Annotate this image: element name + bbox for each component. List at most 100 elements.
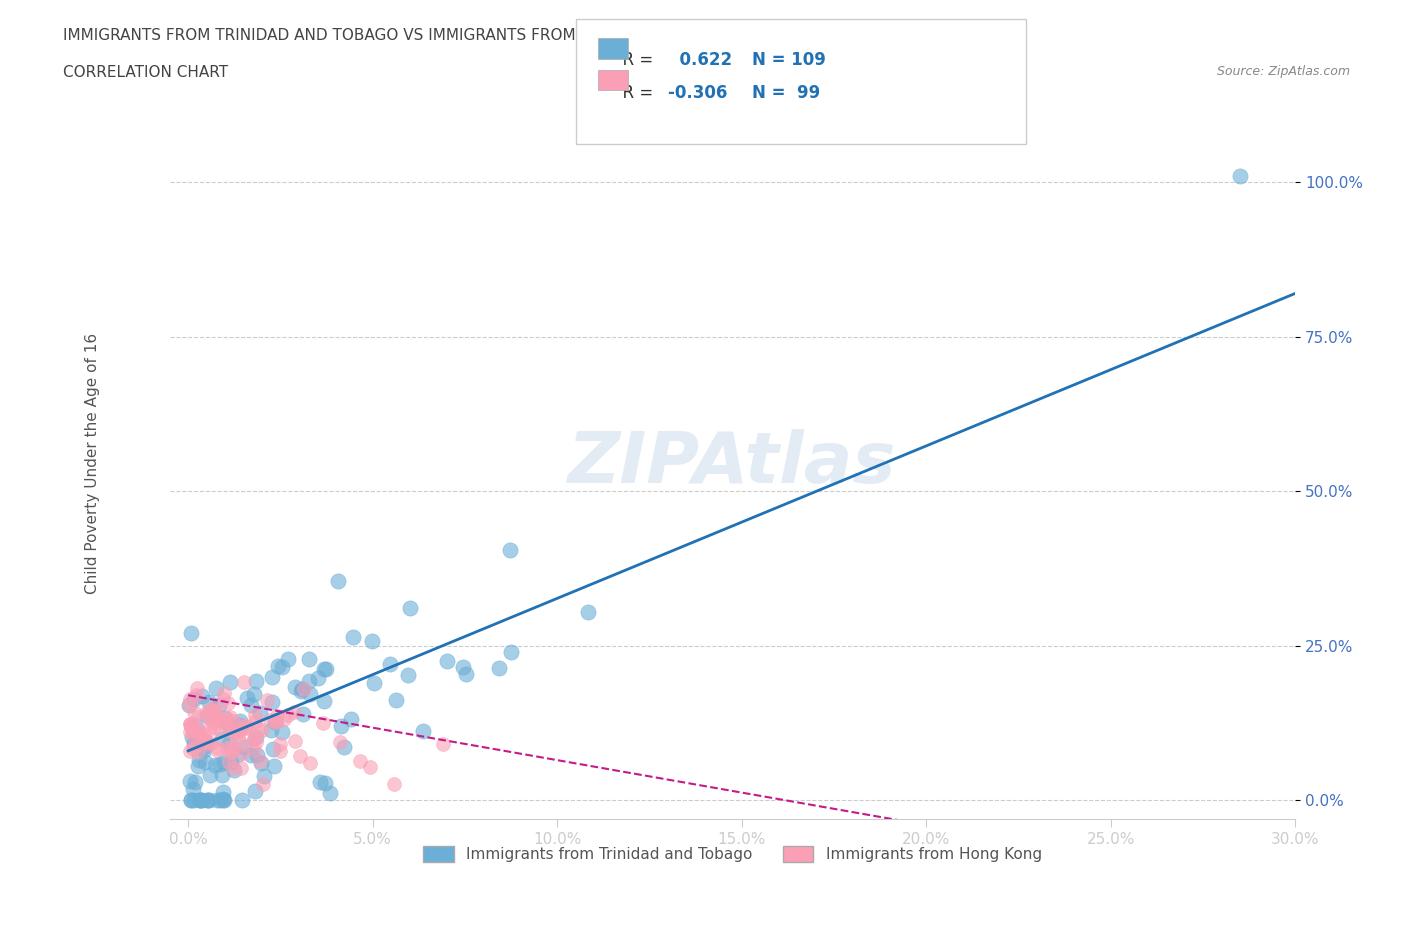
Point <box>180 793 202 808</box>
Point <box>226 748 249 763</box>
Point <box>177 698 200 712</box>
Text: ZIPAtlas: ZIPAtlas <box>568 429 897 498</box>
Point <box>243 731 266 746</box>
Point <box>284 734 307 749</box>
Point <box>212 793 235 808</box>
Point <box>263 759 285 774</box>
Point <box>181 729 204 744</box>
Point <box>197 737 219 751</box>
Point <box>342 630 364 644</box>
Point <box>231 793 253 808</box>
Point <box>249 753 271 768</box>
Point <box>191 793 214 808</box>
Point <box>250 756 273 771</box>
Point <box>193 743 215 758</box>
Point <box>231 736 253 751</box>
Point <box>243 783 266 798</box>
Point <box>233 721 256 736</box>
Point <box>326 574 349 589</box>
Point <box>240 698 263 712</box>
Point <box>315 661 337 676</box>
Point <box>195 793 218 808</box>
Point <box>451 660 474 675</box>
Point <box>204 758 226 773</box>
Point <box>291 681 314 696</box>
Point <box>290 684 312 698</box>
Point <box>256 693 278 708</box>
Point <box>186 732 208 747</box>
Point <box>179 716 201 731</box>
Point <box>195 708 218 723</box>
Point <box>215 741 238 756</box>
Point <box>454 667 477 682</box>
Point <box>229 718 252 733</box>
Point <box>208 713 231 728</box>
Text: N = 109: N = 109 <box>752 51 827 69</box>
Point <box>217 696 239 711</box>
Point <box>314 694 336 709</box>
Point <box>219 745 242 760</box>
Point <box>212 685 235 700</box>
Point <box>359 760 381 775</box>
Point <box>218 755 240 770</box>
Point <box>214 711 236 725</box>
Point <box>277 708 299 723</box>
Point <box>360 633 382 648</box>
Point <box>260 723 283 737</box>
Point <box>264 715 287 730</box>
Point <box>314 776 336 790</box>
Point <box>222 763 245 777</box>
Point <box>298 651 321 666</box>
Point <box>226 730 249 745</box>
Point <box>432 737 454 751</box>
Point <box>205 705 228 720</box>
Point <box>262 742 284 757</box>
Point <box>194 706 217 721</box>
Point <box>576 604 599 619</box>
Point <box>179 724 201 739</box>
Point <box>177 698 200 712</box>
Point <box>214 793 236 808</box>
Legend: Immigrants from Trinidad and Tobago, Immigrants from Hong Kong: Immigrants from Trinidad and Tobago, Imm… <box>418 840 1047 868</box>
Point <box>242 686 264 701</box>
Point <box>233 739 256 754</box>
Point <box>245 708 267 723</box>
Point <box>246 722 269 737</box>
Point <box>217 715 239 730</box>
Point <box>190 728 212 743</box>
Point <box>179 717 201 732</box>
Point <box>214 755 236 770</box>
Point <box>212 715 235 730</box>
Point <box>488 660 510 675</box>
Point <box>314 661 336 676</box>
Point <box>349 753 371 768</box>
Point <box>207 698 229 712</box>
Point <box>188 793 211 808</box>
Text: CORRELATION CHART: CORRELATION CHART <box>63 65 228 80</box>
Point <box>187 758 209 773</box>
Point <box>412 724 434 738</box>
Point <box>398 601 420 616</box>
Point <box>184 775 207 790</box>
Point <box>228 714 250 729</box>
Point <box>184 687 207 702</box>
Point <box>222 761 245 776</box>
Point <box>188 793 211 808</box>
Point <box>200 736 222 751</box>
Point <box>231 718 253 733</box>
Point <box>224 724 246 738</box>
Point <box>218 717 240 732</box>
Point <box>221 739 243 754</box>
Point <box>187 710 209 724</box>
Point <box>283 680 305 695</box>
Point <box>262 695 284 710</box>
Point <box>197 695 219 710</box>
Point <box>193 735 215 750</box>
Point <box>382 777 405 791</box>
Point <box>252 723 274 737</box>
Point <box>180 717 202 732</box>
Point <box>219 710 242 724</box>
Point <box>212 692 235 707</box>
Point <box>180 793 202 808</box>
Point <box>195 737 218 752</box>
